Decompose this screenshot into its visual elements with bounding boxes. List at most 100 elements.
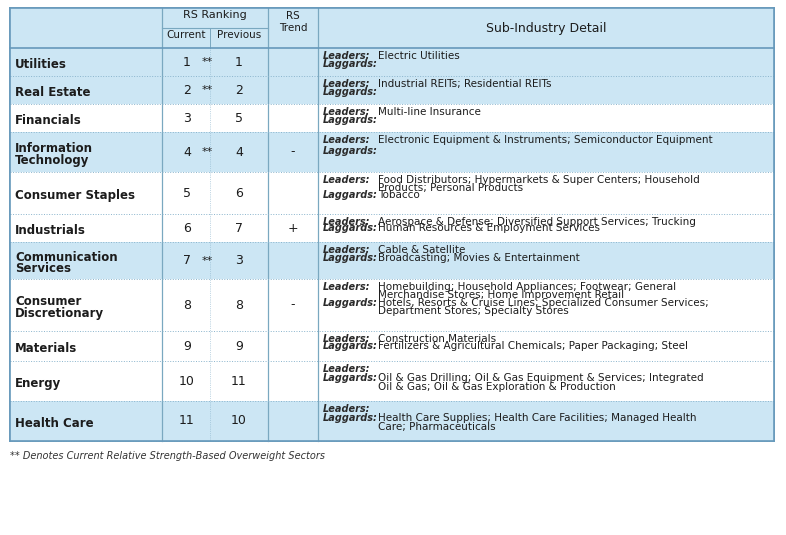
Text: Laggards:: Laggards: — [323, 87, 378, 97]
Text: Oil & Gas; Oil & Gas Exploration & Production: Oil & Gas; Oil & Gas Exploration & Produ… — [378, 382, 615, 392]
Text: Laggards:: Laggards: — [323, 223, 378, 233]
Text: RS Ranking: RS Ranking — [183, 10, 247, 20]
Bar — [10, 279, 774, 331]
Bar — [10, 242, 774, 279]
Text: Communication: Communication — [15, 251, 118, 264]
Text: Laggards:: Laggards: — [323, 147, 378, 156]
Text: -: - — [291, 146, 296, 158]
Text: 7: 7 — [235, 221, 243, 234]
Text: 11: 11 — [179, 415, 195, 427]
Text: **: ** — [201, 147, 213, 157]
Bar — [10, 8, 774, 441]
Text: Human Resources & Employment Services: Human Resources & Employment Services — [378, 223, 600, 233]
Text: Information: Information — [15, 142, 93, 155]
Text: 7: 7 — [183, 254, 191, 267]
Text: RS
Trend: RS Trend — [279, 11, 307, 33]
Text: 9: 9 — [183, 340, 191, 353]
Text: Broadcasting; Movies & Entertainment: Broadcasting; Movies & Entertainment — [378, 253, 580, 263]
Text: Construction Materials: Construction Materials — [378, 334, 496, 344]
Bar — [10, 48, 774, 76]
Text: 4: 4 — [235, 146, 243, 158]
Bar — [10, 104, 774, 132]
Text: Laggards:: Laggards: — [323, 115, 378, 125]
Text: 8: 8 — [183, 299, 191, 311]
Bar — [10, 76, 774, 104]
Text: Leaders:: Leaders: — [323, 217, 370, 227]
Text: Health Care: Health Care — [15, 417, 94, 430]
Text: Electric Utilities: Electric Utilities — [378, 51, 460, 61]
Text: Leaders:: Leaders: — [323, 51, 370, 61]
Text: 5: 5 — [183, 187, 191, 200]
Text: ** Denotes Current Relative Strength-Based Overweight Sectors: ** Denotes Current Relative Strength-Bas… — [10, 451, 325, 461]
Text: Leaders:: Leaders: — [323, 245, 370, 255]
Text: Utilities: Utilities — [15, 58, 67, 71]
Text: Department Stores; Specialty Stores: Department Stores; Specialty Stores — [378, 306, 569, 316]
Text: Aerospace & Defense; Diversified Support Services; Trucking: Aerospace & Defense; Diversified Support… — [378, 217, 696, 227]
Text: Leaders:: Leaders: — [323, 334, 370, 344]
Text: Sub-Industry Detail: Sub-Industry Detail — [486, 21, 606, 34]
Text: Energy: Energy — [15, 377, 61, 390]
Text: Laggards:: Laggards: — [323, 59, 378, 69]
Text: Care; Pharmaceuticals: Care; Pharmaceuticals — [378, 422, 496, 432]
Bar — [10, 361, 774, 401]
Text: 11: 11 — [231, 374, 247, 387]
Bar — [10, 172, 774, 214]
Text: Cable & Satellite: Cable & Satellite — [378, 245, 465, 255]
Text: 3: 3 — [235, 254, 243, 267]
Text: 3: 3 — [183, 111, 191, 125]
Text: Oil & Gas Drilling; Oil & Gas Equipment & Services; Integrated: Oil & Gas Drilling; Oil & Gas Equipment … — [378, 373, 703, 383]
Text: Laggards:: Laggards: — [323, 298, 378, 308]
Text: **: ** — [201, 85, 213, 95]
Text: Real Estate: Real Estate — [15, 86, 90, 99]
Text: 1: 1 — [183, 56, 191, 68]
Text: Food Distributors; Hypermarkets & Super Centers; Household: Food Distributors; Hypermarkets & Super … — [378, 175, 700, 185]
Text: +: + — [288, 221, 299, 234]
Text: Laggards:: Laggards: — [323, 341, 378, 350]
Text: 6: 6 — [183, 221, 191, 234]
Bar — [10, 132, 774, 172]
Text: Laggards:: Laggards: — [323, 190, 378, 200]
Text: Current: Current — [167, 30, 206, 40]
Text: 8: 8 — [235, 299, 243, 311]
Text: Consumer Staples: Consumer Staples — [15, 189, 135, 202]
Text: 10: 10 — [231, 415, 247, 427]
Text: Services: Services — [15, 262, 71, 275]
Text: Leaders:: Leaders: — [323, 107, 370, 117]
Text: Multi-line Insurance: Multi-line Insurance — [378, 107, 481, 117]
Text: Fertilizers & Agricultural Chemicals; Paper Packaging; Steel: Fertilizers & Agricultural Chemicals; Pa… — [378, 341, 688, 350]
Text: Homebuilding; Household Appliances; Footwear; General: Homebuilding; Household Appliances; Foot… — [378, 282, 676, 292]
Text: 10: 10 — [179, 374, 195, 387]
Text: Leaders:: Leaders: — [323, 404, 370, 414]
Text: 1: 1 — [235, 56, 243, 68]
Text: Electronic Equipment & Instruments; Semiconductor Equipment: Electronic Equipment & Instruments; Semi… — [378, 135, 713, 145]
Text: Laggards:: Laggards: — [323, 413, 378, 423]
Text: Industrials: Industrials — [15, 224, 86, 237]
Bar — [10, 401, 774, 441]
Text: Technology: Technology — [15, 154, 90, 167]
Text: 5: 5 — [235, 111, 243, 125]
Text: Products; Personal Products: Products; Personal Products — [378, 182, 523, 193]
Bar — [10, 331, 774, 361]
Text: 4: 4 — [183, 146, 191, 158]
Text: Financials: Financials — [15, 114, 82, 127]
Bar — [10, 214, 774, 242]
Text: Leaders:: Leaders: — [323, 175, 370, 185]
Text: 2: 2 — [235, 83, 243, 96]
Text: 2: 2 — [183, 83, 191, 96]
Text: Industrial REITs; Residential REITs: Industrial REITs; Residential REITs — [378, 79, 552, 89]
Text: Laggards:: Laggards: — [323, 253, 378, 263]
Text: **: ** — [201, 57, 213, 67]
Text: Health Care Supplies; Health Care Facilities; Managed Health: Health Care Supplies; Health Care Facili… — [378, 413, 696, 423]
Text: Leaders:: Leaders: — [323, 79, 370, 89]
Text: -: - — [291, 299, 296, 311]
Text: 9: 9 — [235, 340, 243, 353]
Text: Previous: Previous — [217, 30, 261, 40]
Text: 6: 6 — [235, 187, 243, 200]
Text: Materials: Materials — [15, 342, 77, 355]
Text: Laggards:: Laggards: — [323, 373, 378, 383]
Text: Leaders:: Leaders: — [323, 364, 370, 374]
Bar — [10, 8, 774, 48]
Text: Tobacco: Tobacco — [378, 190, 420, 200]
Text: Leaders:: Leaders: — [323, 135, 370, 145]
Text: Discretionary: Discretionary — [15, 307, 104, 320]
